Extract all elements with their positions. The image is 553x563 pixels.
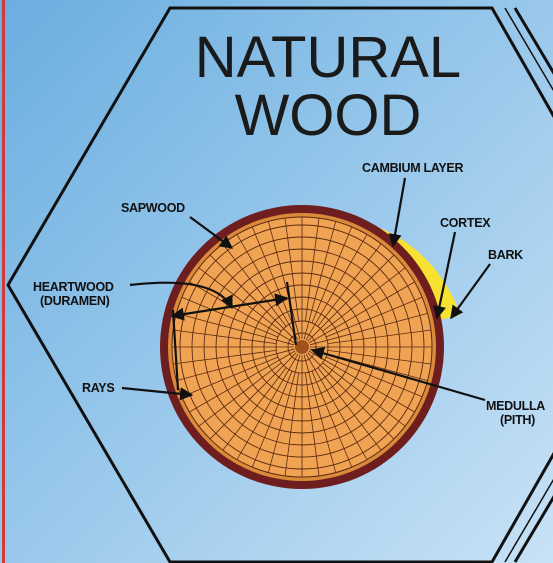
label: CAMBIUM LAYER — [362, 161, 463, 175]
pith — [295, 340, 309, 354]
label: MEDULLA — [486, 399, 545, 413]
title-line: NATURAL — [195, 25, 461, 90]
label: CORTEX — [440, 216, 491, 230]
label: HEARTWOOD — [33, 280, 114, 294]
label: SAPWOOD — [121, 201, 185, 215]
page: NATURAL WOOD CAMBIUM LAYER SAPWOOD CORTE… — [0, 0, 553, 563]
label: (PITH) — [500, 413, 535, 427]
edge-line — [2, 0, 5, 563]
diagram: NATURAL WOOD CAMBIUM LAYER SAPWOOD CORTE… — [0, 0, 553, 563]
label: BARK — [488, 248, 523, 262]
label: RAYS — [82, 381, 114, 395]
label: (DURAMEN) — [40, 294, 110, 308]
title-line: WOOD — [235, 83, 422, 148]
